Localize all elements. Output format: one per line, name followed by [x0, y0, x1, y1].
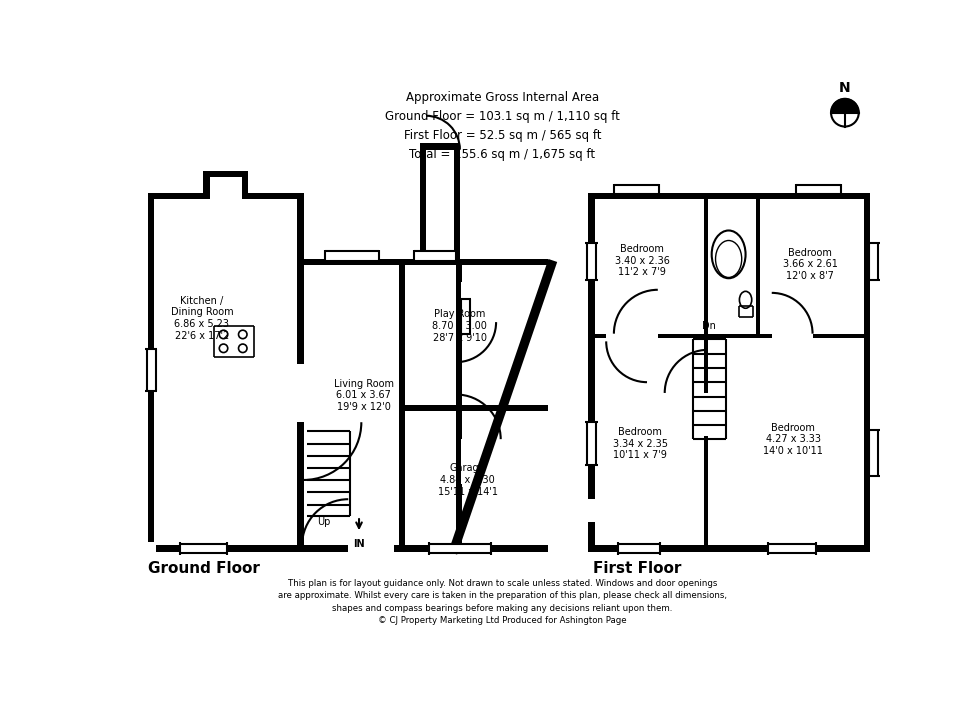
- Bar: [406, 259, 456, 265]
- Bar: [399, 404, 549, 411]
- Bar: [454, 144, 460, 259]
- Bar: [214, 326, 254, 357]
- Bar: [399, 404, 406, 552]
- Bar: [304, 259, 463, 265]
- Bar: [304, 545, 463, 552]
- Text: Kitchen /
Dining Room
6.86 x 5.23
22'6 x 17'2: Kitchen / Dining Room 6.86 x 5.23 22'6 x…: [171, 296, 233, 341]
- Bar: [180, 544, 226, 553]
- Text: Bedroom
4.27 x 3.33
14'0 x 10'11: Bedroom 4.27 x 3.33 14'0 x 10'11: [763, 423, 823, 456]
- Text: This plan is for layout guidance only. Not drawn to scale unless stated. Windows: This plan is for layout guidance only. N…: [277, 578, 727, 625]
- Bar: [414, 251, 456, 261]
- Bar: [210, 178, 242, 199]
- Wedge shape: [831, 99, 858, 113]
- Bar: [461, 299, 470, 333]
- Bar: [587, 243, 596, 280]
- Bar: [204, 171, 248, 178]
- Bar: [399, 545, 549, 552]
- Bar: [704, 338, 708, 552]
- Text: Dn: Dn: [703, 321, 716, 331]
- Bar: [147, 349, 156, 392]
- Text: Garage
4.84 x 4.30
15'11 x 14'1: Garage 4.84 x 4.30 15'11 x 14'1: [438, 463, 498, 496]
- Text: Bedroom
3.40 x 2.36
11'2 x 7'9: Bedroom 3.40 x 2.36 11'2 x 7'9: [615, 244, 669, 277]
- Bar: [617, 544, 661, 553]
- Bar: [587, 499, 596, 523]
- Bar: [461, 282, 470, 322]
- Bar: [739, 306, 753, 316]
- Bar: [588, 333, 870, 338]
- Bar: [348, 544, 395, 553]
- Bar: [613, 332, 658, 339]
- Bar: [456, 259, 463, 552]
- Bar: [148, 193, 154, 552]
- Bar: [797, 185, 841, 194]
- Bar: [148, 545, 304, 552]
- Bar: [587, 422, 596, 464]
- Text: N: N: [839, 81, 851, 95]
- Text: Up: Up: [317, 518, 330, 527]
- Bar: [148, 193, 304, 199]
- Bar: [588, 193, 870, 199]
- Bar: [588, 193, 595, 552]
- Bar: [613, 185, 659, 194]
- Bar: [325, 251, 379, 261]
- Bar: [399, 259, 406, 411]
- Bar: [607, 332, 647, 339]
- Bar: [204, 171, 210, 199]
- Bar: [869, 243, 878, 280]
- Text: Ground Floor: Ground Floor: [148, 561, 260, 576]
- Bar: [419, 144, 426, 259]
- Text: Living Room
6.01 x 3.67
19'9 x 12'0: Living Room 6.01 x 3.67 19'9 x 12'0: [333, 379, 394, 412]
- Bar: [703, 393, 710, 436]
- Bar: [869, 430, 878, 476]
- Text: Play Room
8.70 x 3.00
28'7 x 9'10: Play Room 8.70 x 3.00 28'7 x 9'10: [432, 309, 487, 343]
- Bar: [757, 193, 760, 338]
- Bar: [772, 332, 812, 339]
- Text: IN: IN: [353, 539, 365, 549]
- Bar: [147, 542, 156, 553]
- Bar: [461, 439, 470, 484]
- Bar: [864, 193, 870, 552]
- Text: Approximate Gross Internal Area
Ground Floor = 103.1 sq m / 1,110 sq ft
First Fl: Approximate Gross Internal Area Ground F…: [385, 91, 619, 161]
- Text: First Floor: First Floor: [593, 561, 681, 576]
- Bar: [298, 365, 310, 422]
- Bar: [704, 193, 708, 338]
- Polygon shape: [449, 259, 558, 554]
- Bar: [588, 545, 870, 552]
- Bar: [419, 545, 460, 552]
- Bar: [298, 193, 304, 552]
- Text: Bedroom
3.34 x 2.35
10'11 x 7'9: Bedroom 3.34 x 2.35 10'11 x 7'9: [612, 427, 667, 460]
- Text: Bedroom
3.66 x 2.61
12'0 x 8'7: Bedroom 3.66 x 2.61 12'0 x 8'7: [783, 248, 838, 281]
- Bar: [399, 259, 549, 265]
- Bar: [419, 144, 460, 149]
- Bar: [429, 544, 491, 553]
- Bar: [242, 171, 248, 199]
- Bar: [768, 544, 815, 553]
